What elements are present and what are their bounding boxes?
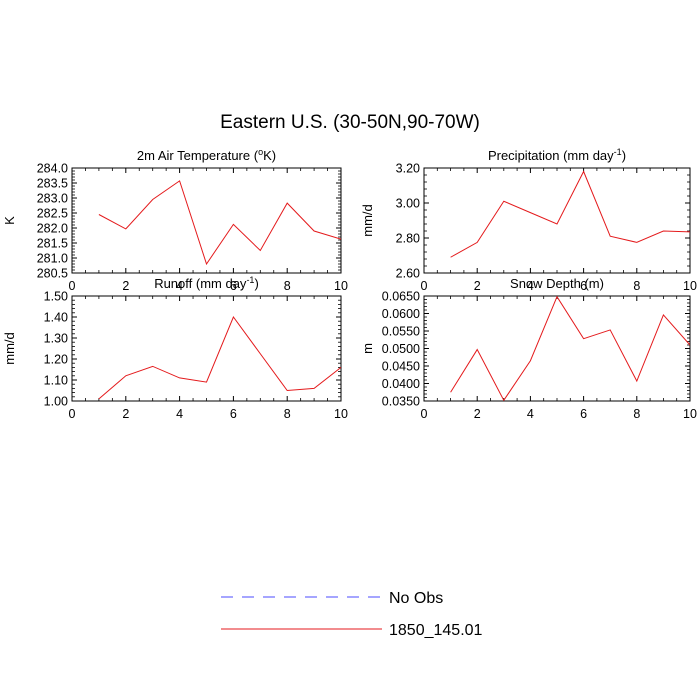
x-tick-label: 2 [122, 279, 129, 293]
panel-precipitation: 0 2 4 6 8 10 2.60 2.80 3.00 3.20 Precipitation (mm… [360, 147, 697, 293]
y-axis-label: m [360, 343, 375, 354]
y-tick-label: 281.5 [37, 237, 68, 251]
y-tick-label: 282.0 [37, 222, 68, 236]
x-tick-label: 10 [683, 407, 697, 421]
x-tick-label: 4 [527, 407, 534, 421]
y-tick-label: 2.80 [396, 232, 420, 246]
x-tick-label: 8 [284, 407, 291, 421]
panel-title-superscript: -1 [614, 147, 622, 157]
x-tick-label: 0 [421, 279, 428, 293]
y-tick-label: 284.0 [37, 162, 68, 176]
x-tick-label: 0 [69, 407, 76, 421]
y-tick-label: 0.0450 [382, 360, 420, 374]
y-tick-label: 281.0 [37, 252, 68, 266]
panel-snow-depth: 0 2 4 6 8 10 0.0350 0.0400 0.0450 0.0500 0.0550 0.0… [360, 276, 697, 421]
panel-runoff: 0 2 4 6 8 10 1.00 1.10 1.20 1.30 1.40 1.50 Runoff (m… [2, 275, 348, 421]
panel-title-superscript: o [258, 147, 263, 157]
x-tick-label: 10 [334, 407, 348, 421]
y-tick-label: 1.10 [44, 374, 68, 388]
x-tick-label: 10 [683, 279, 697, 293]
y-tick-label: 0.0400 [382, 377, 420, 391]
panel-air-temperature: 0 2 4 6 8 10 280.5281.0281.5282.0282.5283.0283… [2, 147, 348, 293]
panel-title-main: Snow Depth (m) [510, 276, 604, 291]
panel-title-tail: ) [254, 276, 258, 291]
y-tick-label: 280.5 [37, 267, 68, 281]
x-tick-label: 10 [334, 279, 348, 293]
series-line [98, 180, 341, 266]
x-tick-label: 6 [580, 407, 587, 421]
y-tick-label: 282.5 [37, 207, 68, 221]
x-tick-label: 2 [122, 407, 129, 421]
x-tick-label: 6 [230, 279, 237, 293]
x-tick-label: 8 [633, 407, 640, 421]
y-tick-label: 1.50 [44, 290, 68, 304]
y-tick-label: 0.0600 [382, 307, 420, 321]
legend-label: 1850_145.01 [389, 622, 483, 639]
y-tick-label: 3.20 [396, 162, 420, 176]
panel-title: Precipitation (mm day-1) [488, 147, 626, 163]
panel-title-superscript: -1 [246, 275, 254, 285]
y-tick-label: 1.40 [44, 311, 68, 325]
y-tick-label: 0.0550 [382, 325, 420, 339]
x-tick-label: 8 [633, 279, 640, 293]
x-tick-label: 4 [176, 279, 183, 293]
plot-frame [71, 295, 342, 402]
y-tick-label: 1.30 [44, 332, 68, 346]
y-tick-label: 2.60 [396, 267, 420, 281]
panel-title-main: Runoff (mm day [154, 276, 247, 291]
y-tick-label: 0.0350 [382, 395, 420, 409]
x-tick-label: 0 [421, 407, 428, 421]
panel-title-tail: K) [263, 148, 276, 163]
x-tick-label: 6 [230, 407, 237, 421]
panel-title: Snow Depth (m) [510, 276, 604, 291]
x-tick-label: 4 [176, 407, 183, 421]
y-tick-label: 0.0650 [382, 290, 420, 304]
x-tick-label: 2 [474, 407, 481, 421]
panel-title-main: 2m Air Temperature ( [137, 148, 259, 163]
plot-frame [423, 167, 691, 274]
series-line [450, 170, 690, 258]
x-tick-label: 4 [527, 279, 534, 293]
y-tick-label: 283.0 [37, 192, 68, 206]
legend-label: No Obs [389, 590, 443, 607]
y-tick-label: 1.00 [44, 395, 68, 409]
x-tick-label: 2 [474, 279, 481, 293]
panel-title-main: Precipitation (mm day [488, 148, 614, 163]
y-axis-label: K [2, 216, 17, 225]
x-tick-label: 0 [69, 279, 76, 293]
y-tick-label: 1.20 [44, 353, 68, 367]
x-tick-label: 8 [284, 279, 291, 293]
panel-title: 2m Air Temperature (oK) [137, 147, 276, 163]
x-tick-label: 6 [580, 279, 587, 293]
figure-title: Eastern U.S. (30-50N,90-70W) [220, 112, 480, 133]
plot-frame [71, 167, 342, 274]
series-line [450, 296, 690, 401]
panel-title: Runoff (mm day-1) [154, 275, 259, 291]
panel-title-tail: ) [622, 148, 626, 163]
y-axis-label: mm/d [2, 332, 17, 365]
legend: No Obs 1850_145.01 [221, 590, 483, 639]
y-tick-label: 0.0500 [382, 342, 420, 356]
series-line [98, 315, 341, 400]
y-tick-label: 3.00 [396, 197, 420, 211]
y-axis-label: mm/d [360, 204, 375, 237]
y-tick-label: 283.5 [37, 177, 68, 191]
